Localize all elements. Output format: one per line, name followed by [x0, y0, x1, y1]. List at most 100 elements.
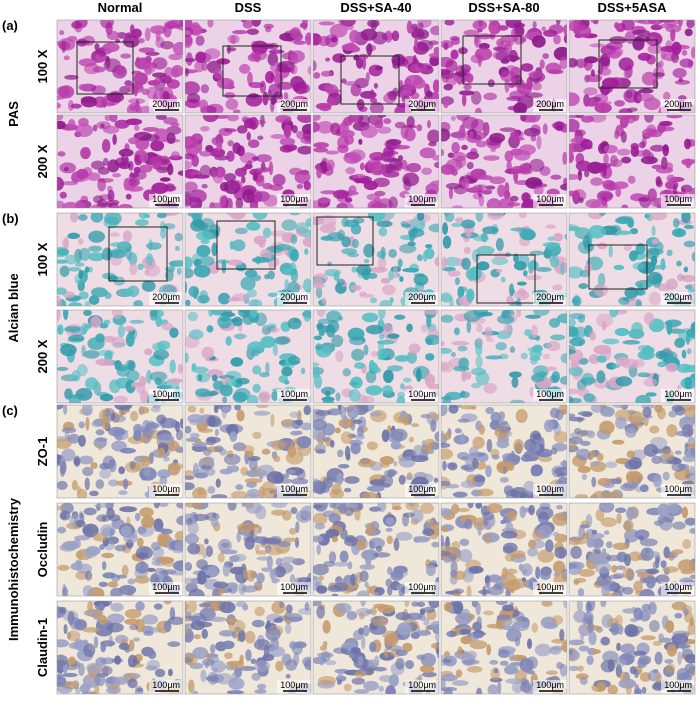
- tissue-blob: [661, 120, 673, 127]
- tissue-blob: [127, 678, 138, 689]
- tissue-blob: [666, 115, 683, 119]
- tissue-blob: [107, 189, 115, 202]
- tissue-blob: [397, 391, 406, 398]
- tissue-blob: [400, 410, 408, 419]
- tissue-blob: [263, 23, 274, 29]
- tissue-blob: [322, 620, 331, 634]
- tissue-blob: [163, 601, 172, 605]
- tissue-blob: [129, 24, 135, 35]
- tissue-blob: [374, 65, 383, 71]
- tissue-blob: [569, 266, 584, 279]
- tissue-blob: [325, 150, 339, 155]
- tissue-blob: [552, 512, 567, 526]
- tissue-blob: [209, 147, 226, 158]
- tissue-blob: [386, 138, 402, 145]
- tissue-blob: [212, 512, 217, 519]
- tissue-blob: [258, 391, 271, 403]
- tissue-blob: [591, 490, 608, 498]
- tissue-blob: [640, 156, 658, 165]
- micrograph: 100μm: [57, 503, 183, 596]
- tissue-blob: [570, 545, 582, 559]
- tissue-blob: [611, 565, 617, 573]
- tissue-blob: [200, 256, 215, 266]
- tissue-blob: [589, 331, 596, 341]
- scale-bar-label: 200μm: [664, 99, 692, 109]
- tissue-blob: [495, 342, 507, 351]
- tissue-blob: [185, 562, 192, 569]
- tissue-blob: [273, 566, 286, 578]
- tissue-blob: [510, 550, 526, 559]
- tissue-blob: [348, 185, 357, 195]
- tissue-blob: [152, 57, 168, 70]
- tissue-blob: [624, 624, 639, 637]
- tissue-blob: [367, 659, 379, 669]
- tissue-blob: [542, 241, 561, 248]
- tissue-blob: [470, 382, 482, 389]
- tissue-blob: [139, 375, 147, 387]
- tissue-blob: [382, 284, 396, 296]
- tissue-blob: [135, 601, 145, 612]
- tissue-blob: [683, 224, 694, 230]
- tissue-blob: [342, 368, 352, 377]
- tissue-blob: [117, 324, 125, 338]
- tissue-blob: [61, 201, 80, 208]
- tissue-blob: [441, 70, 455, 80]
- tissue-blob: [537, 549, 555, 563]
- tissue-blob: [407, 241, 416, 247]
- tissue-blob: [211, 374, 218, 382]
- tissue-blob: [462, 659, 480, 665]
- tissue-blob: [638, 20, 656, 25]
- tissue-blob: [681, 274, 695, 283]
- tissue-blob: [475, 342, 483, 357]
- tissue-blob: [226, 465, 232, 474]
- tissue-blob: [684, 284, 693, 290]
- tissue-blob: [485, 185, 496, 190]
- tissue-blob: [226, 197, 233, 208]
- column-header: DSS: [235, 0, 262, 15]
- tissue-blob: [645, 568, 660, 575]
- tissue-blob: [569, 92, 580, 107]
- tissue-blob: [428, 53, 439, 59]
- tissue-blob: [623, 68, 631, 80]
- tissue-blob: [241, 175, 246, 184]
- tissue-blob: [185, 533, 199, 545]
- tissue-blob: [648, 291, 661, 306]
- tissue-blob: [450, 115, 456, 121]
- tissue-blob: [301, 20, 308, 30]
- tissue-blob: [81, 405, 93, 417]
- tissue-blob: [205, 545, 214, 557]
- tissue-blob: [82, 523, 99, 538]
- tissue-blob: [530, 358, 538, 365]
- tissue-blob: [303, 180, 311, 191]
- tissue-blob: [279, 601, 285, 609]
- tissue-blob: [686, 348, 692, 355]
- tissue-blob: [114, 655, 122, 665]
- tissue-blob: [430, 180, 439, 187]
- tissue-blob: [129, 319, 145, 324]
- tissue-blob: [393, 265, 398, 279]
- micrograph-border: [568, 309, 696, 404]
- tissue-blob: [638, 141, 646, 149]
- tissue-blob: [359, 570, 369, 582]
- tissue-blob: [363, 243, 375, 258]
- micrograph-border: [312, 212, 440, 307]
- tissue-blob: [493, 252, 508, 259]
- tissue-blob: [511, 682, 524, 693]
- tissue-blob: [454, 71, 468, 77]
- tissue-blob: [144, 55, 152, 63]
- tissue-blob: [155, 30, 161, 42]
- tissue-blob: [249, 310, 258, 318]
- scale-bar-label: 100μm: [408, 680, 436, 690]
- tissue-blob: [325, 34, 339, 48]
- row-label: 200 X: [35, 144, 50, 178]
- tissue-blob: [406, 162, 422, 173]
- tissue-blob: [560, 353, 567, 364]
- tissue-blob: [441, 430, 445, 435]
- tissue-blob: [153, 603, 163, 610]
- tissue-blob: [171, 67, 180, 78]
- tissue-blob: [589, 460, 601, 467]
- tissue-blob: [577, 465, 591, 474]
- tissue-blob: [345, 167, 356, 175]
- tissue-blob: [660, 258, 666, 271]
- tissue-blob: [624, 287, 639, 299]
